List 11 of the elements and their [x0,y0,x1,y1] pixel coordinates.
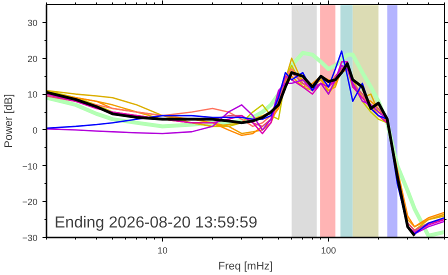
y-tick-label: 20 [27,54,38,64]
y-axis-title: Power [dB] [3,94,16,148]
y-tick-label: 0 [32,125,38,136]
y-tick-label: −10 [22,161,38,172]
y-tick-label: −20 [22,197,38,208]
x-axis-title: Freq [mHz] [218,260,273,272]
y-tick-label: −30 [22,233,38,243]
x-tick-label: 100 [320,246,336,256]
annotation: Ending 2026-08-20 13:59:59 [54,214,258,232]
y-tick-label: 10 [27,90,38,100]
y-tick-label: 30 [27,18,38,28]
